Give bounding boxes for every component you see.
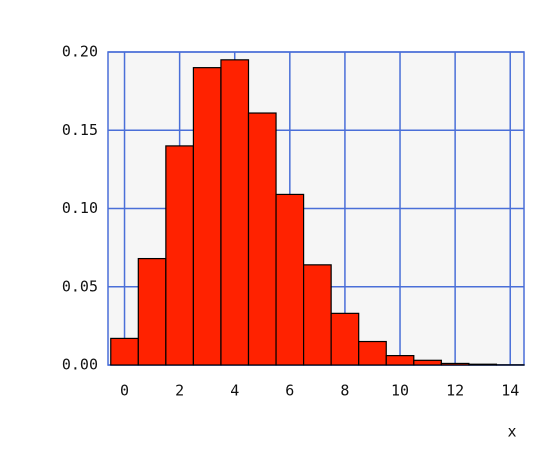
bar xyxy=(165,145,195,366)
bar xyxy=(468,363,498,366)
x-tick-label: 6 xyxy=(285,382,294,400)
bar xyxy=(110,337,139,366)
bar xyxy=(358,340,387,366)
bar xyxy=(303,264,332,366)
y-tick-label: 0.15 xyxy=(62,121,98,139)
x-axis-label: x xyxy=(507,423,516,441)
x-tick-label: 2 xyxy=(175,382,184,400)
bar xyxy=(330,312,360,366)
y-tick-label: 0.05 xyxy=(62,277,98,295)
y-tick-label: 0.10 xyxy=(62,199,98,217)
x-tick-label: 8 xyxy=(340,382,349,400)
y-tick-label: 0.00 xyxy=(62,356,98,374)
bar xyxy=(413,359,442,366)
x-tick-label: 14 xyxy=(501,382,519,400)
bar xyxy=(440,362,470,366)
y-tick-label: 0.20 xyxy=(62,43,98,61)
x-tick-label: 10 xyxy=(391,382,409,400)
x-tick-label: 12 xyxy=(446,382,464,400)
x-tick-label: 0 xyxy=(120,382,129,400)
bar xyxy=(247,112,277,366)
bar xyxy=(275,193,305,366)
bar xyxy=(220,59,250,366)
bar xyxy=(192,67,222,366)
x-tick-label: 4 xyxy=(230,382,239,400)
bar xyxy=(385,355,415,366)
bar xyxy=(137,257,167,366)
